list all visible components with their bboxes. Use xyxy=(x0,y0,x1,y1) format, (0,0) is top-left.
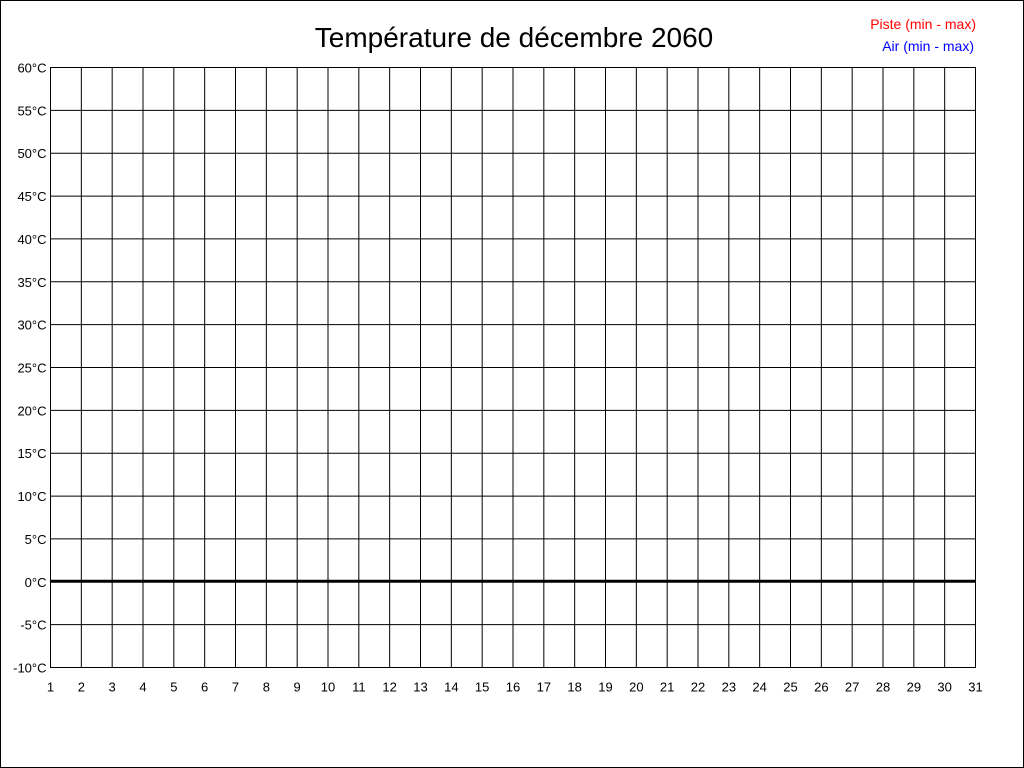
y-tick-label: 20°C xyxy=(17,403,46,418)
x-tick-label: 13 xyxy=(413,680,427,695)
y-tick-label: 5°C xyxy=(25,532,47,547)
x-tick-label: 17 xyxy=(537,680,551,695)
x-axis-ticks: 1 2 3 4 5 6 7 8 9 10 11 12 13 14 15 16 17 18 19 20 21 22 23 24 2… xyxy=(47,680,983,695)
y-tick-label: 50°C xyxy=(17,146,46,161)
y-tick-label: 30°C xyxy=(17,318,46,333)
y-tick-label: 0°C xyxy=(25,575,47,590)
y-tick-label: -5°C xyxy=(20,618,46,633)
x-tick-label: 25 xyxy=(783,680,797,695)
plot-area-border xyxy=(50,67,976,668)
y-tick-label: 25°C xyxy=(17,361,46,376)
x-tick-label: 4 xyxy=(139,680,146,695)
x-tick-label: 9 xyxy=(294,680,301,695)
x-tick-label: 3 xyxy=(109,680,116,695)
x-tick-label: 26 xyxy=(814,680,828,695)
x-tick-label: 7 xyxy=(232,680,239,695)
y-tick-label: 40°C xyxy=(17,232,46,247)
y-axis-ticks: 60°C 55°C 50°C 45°C 40°C 35°C 30°C 25°C 20°C 15°C… xyxy=(13,61,46,676)
y-tick-label: 15°C xyxy=(17,446,46,461)
x-tick-label: 12 xyxy=(382,680,396,695)
x-tick-label: 20 xyxy=(629,680,643,695)
y-tick-label: 10°C xyxy=(17,489,46,504)
x-tick-label: 29 xyxy=(907,680,921,695)
y-tick-label: 60°C xyxy=(17,61,46,76)
x-tick-label: 24 xyxy=(752,680,766,695)
grid xyxy=(50,67,976,668)
chart-title: Température de décembre 2060 xyxy=(315,22,713,53)
x-tick-label: 23 xyxy=(722,680,736,695)
x-tick-label: 31 xyxy=(968,680,982,695)
x-tick-label: 14 xyxy=(444,680,458,695)
x-tick-label: 1 xyxy=(47,680,54,695)
x-tick-label: 28 xyxy=(876,680,890,695)
legend-air: Air (min - max) xyxy=(882,38,974,54)
y-tick-label: -10°C xyxy=(13,661,46,676)
x-tick-label: 6 xyxy=(201,680,208,695)
x-tick-label: 21 xyxy=(660,680,674,695)
x-tick-label: 18 xyxy=(567,680,581,695)
legend-piste: Piste (min - max) xyxy=(870,16,976,32)
x-tick-label: 15 xyxy=(475,680,489,695)
y-tick-label: 35°C xyxy=(17,275,46,290)
x-tick-label: 19 xyxy=(598,680,612,695)
x-tick-label: 30 xyxy=(937,680,951,695)
x-tick-label: 2 xyxy=(78,680,85,695)
x-tick-label: 8 xyxy=(263,680,270,695)
x-tick-label: 16 xyxy=(506,680,520,695)
x-tick-label: 27 xyxy=(845,680,859,695)
x-tick-label: 10 xyxy=(321,680,335,695)
y-tick-label: 45°C xyxy=(17,189,46,204)
x-tick-label: 5 xyxy=(170,680,177,695)
x-tick-label: 22 xyxy=(691,680,705,695)
x-tick-label: 11 xyxy=(352,680,366,695)
y-tick-label: 55°C xyxy=(17,103,46,118)
